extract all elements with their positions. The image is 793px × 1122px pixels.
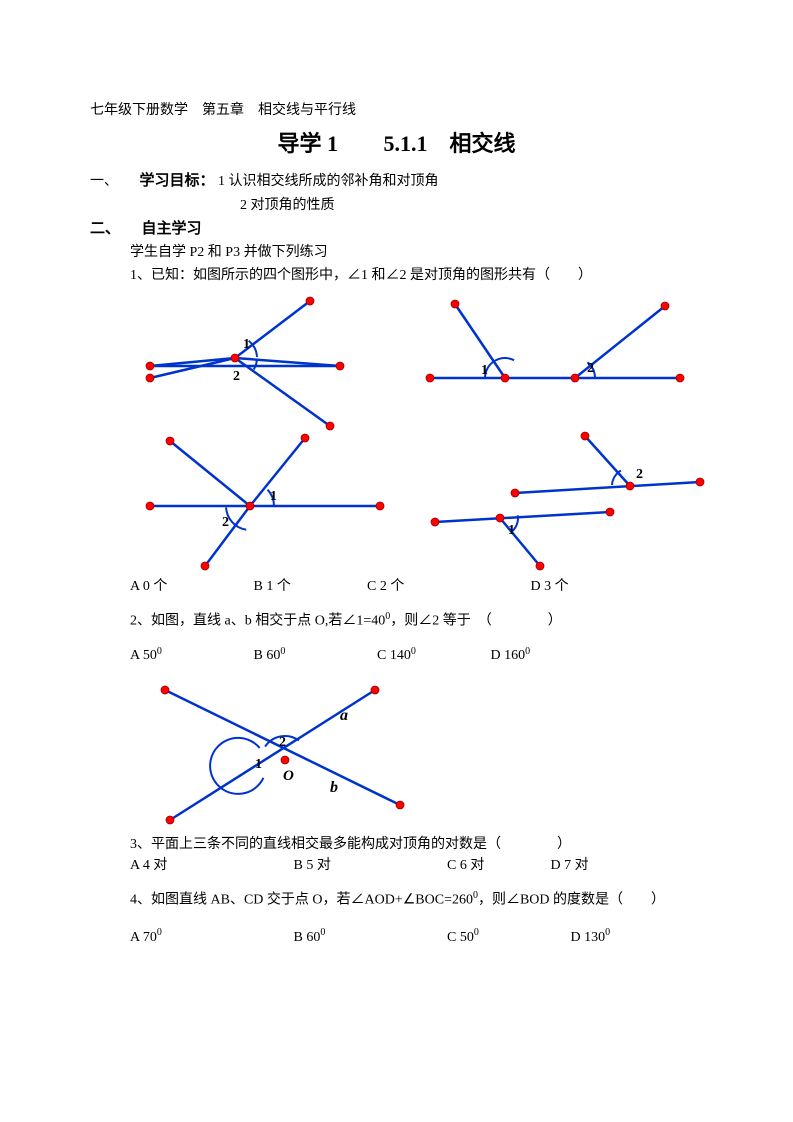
q2-optD: D 1600 xyxy=(491,644,531,667)
q2-text-b: ，则∠2 等于 （ ） xyxy=(390,614,562,629)
sec2-instr: 学生自学 P2 和 P3 并做下列练习 xyxy=(130,242,703,263)
q4-optC: C 500 xyxy=(447,925,567,948)
q2-optC: C 1400 xyxy=(377,644,487,667)
q1-optD: D 3 个 xyxy=(531,576,569,597)
q3-optA: A 4 对 xyxy=(130,855,290,876)
q1-optC: C 2 个 xyxy=(367,576,527,597)
q2-text-a: 2、如图，直线 a、b 相交于点 O,若∠1= xyxy=(130,614,371,629)
q2-angle: 40 xyxy=(371,614,385,629)
svg-text:2: 2 xyxy=(233,369,240,384)
sec1-num: 一、 xyxy=(90,174,118,189)
q2-options: A 500 B 600 C 1400 D 1600 xyxy=(130,644,703,667)
svg-text:2: 2 xyxy=(587,361,594,376)
q1-options: A 0 个 B 1 个 C 2 个 D 3 个 xyxy=(130,576,703,597)
page-header: 七年级下册数学 第五章 相交线与平行线 xyxy=(90,100,703,121)
sec1-label: 学习目标： xyxy=(140,173,215,189)
title-right: 5.1.1 相交线 xyxy=(384,131,516,156)
q4-optD: D 1300 xyxy=(571,925,611,948)
q4-optB: B 600 xyxy=(294,925,444,948)
svg-text:2: 2 xyxy=(636,467,643,482)
q2-text: 2、如图，直线 a、b 相交于点 O,若∠1=400，则∠2 等于 （ ） xyxy=(130,609,703,632)
q3-optB: B 5 对 xyxy=(294,855,444,876)
svg-text:1: 1 xyxy=(255,757,262,772)
q3-options: A 4 对 B 5 对 C 6 对 D 7 对 xyxy=(130,855,703,876)
svg-text:2: 2 xyxy=(279,735,286,750)
sec2-label: 自主学习 xyxy=(142,221,202,237)
section-2: 二、 自主学习 xyxy=(90,218,703,241)
q4-optA: A 700 xyxy=(130,925,290,948)
q3-optD: D 7 对 xyxy=(551,855,589,876)
svg-text:O: O xyxy=(283,768,294,784)
q3-text: 3、平面上三条不同的直线相交最多能构成对顶角的对数是（ ） xyxy=(130,834,703,855)
sec1-line1: 1 认识相交线所成的邻补角和对顶角 xyxy=(218,174,439,189)
q4-text: 4、如图直线 AB、CD 交于点 O，若∠AOD+∠BOC=2600，则∠BOD… xyxy=(130,888,703,911)
svg-text:1: 1 xyxy=(270,489,277,504)
q3-optC: C 6 对 xyxy=(447,855,547,876)
q1-text: 1、已知：如图所示的四个图形中，∠1 和∠2 是对顶角的图形共有（ ） xyxy=(130,265,703,286)
svg-text:1: 1 xyxy=(243,337,250,352)
svg-text:2: 2 xyxy=(222,515,229,530)
figure-four-diagrams: 1 2 1 2 1 2 1 2 xyxy=(110,286,710,576)
page-title: 导学 1 5.1.1 相交线 xyxy=(90,127,703,160)
q1-optA: A 0 个 xyxy=(130,576,250,597)
q1-optB: B 1 个 xyxy=(254,576,364,597)
sec1-line2: 2 对顶角的性质 xyxy=(240,195,703,216)
q2-optB: B 600 xyxy=(254,644,374,667)
q4-options: A 700 B 600 C 500 D 1300 xyxy=(130,925,703,948)
section-1: 一、 学习目标： 1 认识相交线所成的邻补角和对顶角 xyxy=(90,170,703,193)
svg-text:1: 1 xyxy=(481,363,488,378)
q4-text-a: 4、如图直线 AB、CD 交于点 O，若∠AOD+∠BOC=260 xyxy=(130,893,473,908)
svg-text:1: 1 xyxy=(508,523,515,538)
title-left: 导学 1 xyxy=(277,131,338,156)
figure-q2: 2 1 a b O xyxy=(120,670,440,830)
q2-optA: A 500 xyxy=(130,644,250,667)
svg-text:a: a xyxy=(340,707,348,724)
q4-text-b: ，则∠BOD 的度数是（ ） xyxy=(478,893,665,908)
sec2-num: 二、 xyxy=(90,221,120,237)
svg-text:b: b xyxy=(330,779,338,796)
